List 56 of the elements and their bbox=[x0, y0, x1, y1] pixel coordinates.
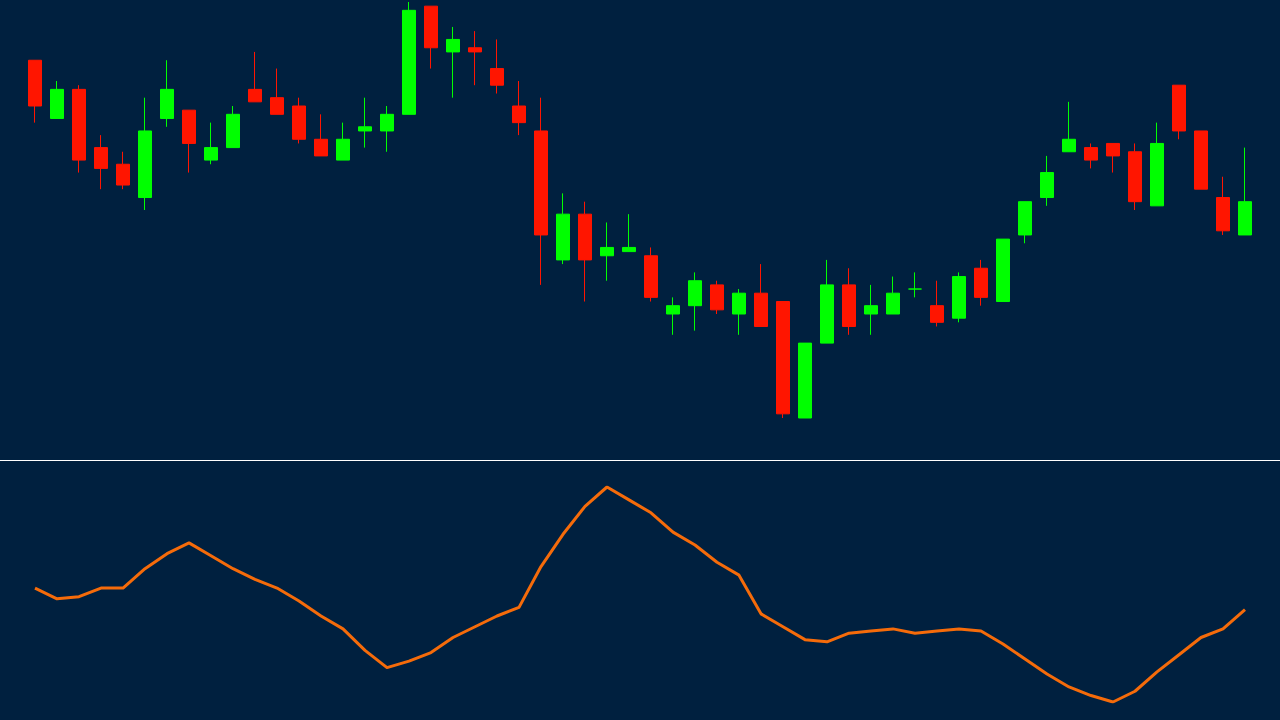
candlestick bbox=[1084, 142, 1098, 169]
candlestick bbox=[776, 301, 790, 419]
candlestick bbox=[666, 296, 680, 336]
candlestick bbox=[908, 271, 922, 298]
candlestick bbox=[116, 151, 130, 190]
candlestick bbox=[28, 59, 42, 124]
candlestick bbox=[490, 38, 504, 95]
candlestick bbox=[754, 263, 768, 327]
candlestick bbox=[1128, 142, 1142, 211]
candlestick bbox=[1216, 176, 1230, 236]
candlestick bbox=[1106, 142, 1120, 174]
candlestick bbox=[292, 97, 306, 144]
candlestick bbox=[336, 122, 350, 161]
candlestick bbox=[402, 1, 416, 115]
candlestick bbox=[94, 134, 108, 190]
candlestick bbox=[820, 259, 834, 344]
candlestick bbox=[50, 80, 64, 119]
candlestick bbox=[204, 122, 218, 165]
candlestick bbox=[688, 271, 702, 332]
candlestick bbox=[72, 84, 86, 174]
candlestick bbox=[138, 97, 152, 211]
candlestick bbox=[622, 213, 636, 253]
candlestick bbox=[446, 26, 460, 99]
candlestick bbox=[248, 51, 262, 103]
candlestick bbox=[512, 80, 526, 136]
candlestick bbox=[468, 30, 482, 86]
candlestick bbox=[1040, 155, 1054, 207]
candlestick bbox=[534, 97, 548, 286]
candlestick bbox=[160, 59, 174, 128]
candlestick bbox=[226, 105, 240, 149]
candlestick bbox=[996, 238, 1010, 303]
candlestick bbox=[798, 342, 812, 419]
candlestick bbox=[380, 105, 394, 153]
candlestick bbox=[1062, 101, 1076, 153]
candlestick bbox=[270, 68, 284, 115]
candlestick bbox=[974, 259, 988, 307]
candlestick bbox=[578, 201, 592, 303]
candlestick bbox=[600, 221, 614, 282]
candlestick bbox=[358, 97, 372, 149]
candlestick bbox=[314, 113, 328, 157]
candlestick bbox=[1150, 122, 1164, 207]
candlestick bbox=[182, 109, 196, 174]
candlestick bbox=[644, 246, 658, 303]
candlestick bbox=[864, 284, 878, 336]
candlestick bbox=[930, 280, 944, 327]
candlestick bbox=[1194, 130, 1208, 190]
candlestick bbox=[1238, 147, 1252, 236]
candlestick bbox=[886, 276, 900, 315]
candlestick bbox=[1018, 201, 1032, 244]
candlestick bbox=[556, 192, 570, 265]
candlestick bbox=[732, 288, 746, 336]
candlestick bbox=[424, 5, 438, 70]
candlestick bbox=[952, 271, 966, 323]
candlestick bbox=[842, 267, 856, 336]
candlestick bbox=[710, 280, 724, 315]
candlestick bbox=[1172, 84, 1186, 140]
